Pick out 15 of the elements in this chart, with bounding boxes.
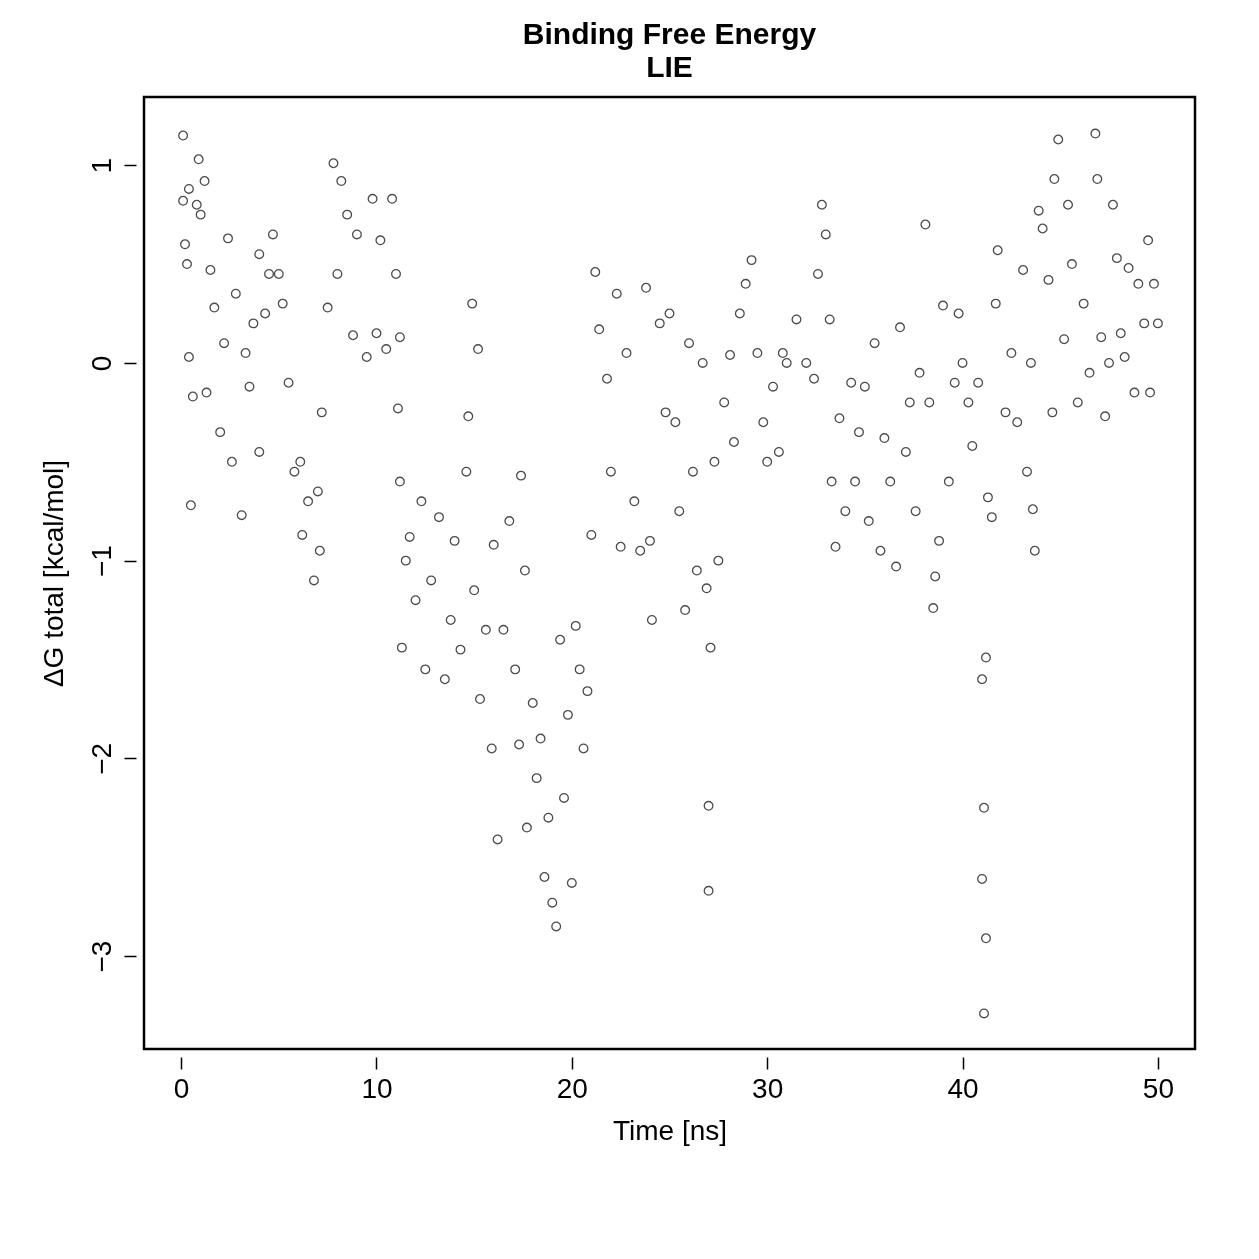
x-tick-label: 40 bbox=[947, 1072, 979, 1104]
y-tick-label: −2 bbox=[85, 742, 117, 775]
chart-title: Binding Free Energy bbox=[522, 17, 817, 50]
x-tick-label: 0 bbox=[173, 1072, 190, 1104]
x-tick-label: 30 bbox=[752, 1072, 784, 1104]
y-axis-title: ΔG total [kcal/mol] bbox=[37, 459, 69, 688]
x-axis-title: Time [ns] bbox=[612, 1114, 728, 1146]
chart-subtitle: LIE bbox=[646, 50, 693, 83]
y-tick-label: −3 bbox=[85, 940, 117, 973]
x-tick-label: 10 bbox=[361, 1072, 393, 1104]
y-tick-label: −1 bbox=[85, 545, 117, 578]
y-tick-label: 0 bbox=[85, 355, 117, 372]
x-tick-label: 20 bbox=[556, 1072, 588, 1104]
y-tick-label: 1 bbox=[85, 157, 117, 174]
x-tick-label: 50 bbox=[1142, 1072, 1174, 1104]
